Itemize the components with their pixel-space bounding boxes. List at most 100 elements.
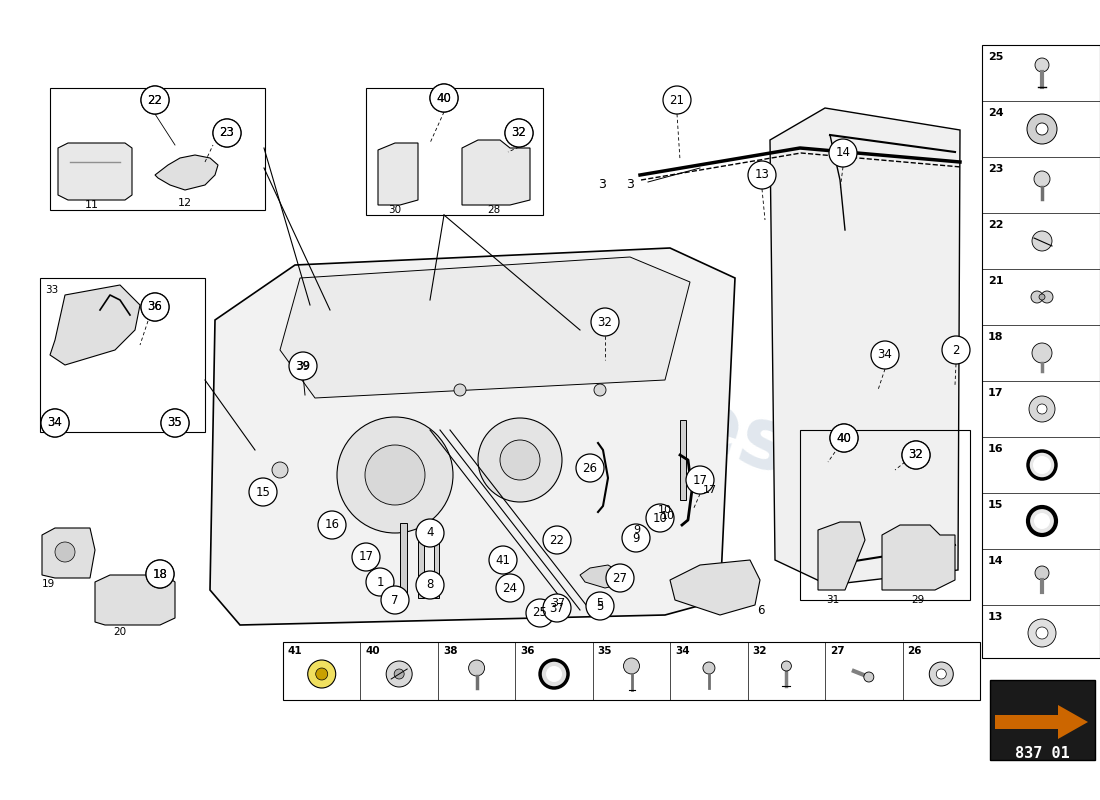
Text: 37: 37 (550, 602, 564, 614)
Circle shape (543, 594, 571, 622)
Text: 25: 25 (988, 52, 1003, 62)
Text: 36: 36 (147, 301, 163, 314)
Circle shape (161, 409, 189, 437)
Circle shape (606, 564, 634, 592)
Circle shape (146, 560, 174, 588)
Circle shape (594, 384, 606, 396)
Circle shape (1036, 627, 1048, 639)
Circle shape (546, 666, 562, 682)
Text: 1: 1 (376, 575, 384, 589)
Bar (50, 88, 265, 210)
Circle shape (1035, 566, 1049, 580)
Circle shape (352, 543, 379, 571)
Text: 32: 32 (597, 315, 613, 329)
Text: 3: 3 (626, 178, 634, 191)
Circle shape (829, 139, 857, 167)
Text: 14: 14 (988, 556, 1003, 566)
Circle shape (1032, 343, 1052, 363)
Text: 19: 19 (42, 579, 55, 589)
Circle shape (1028, 507, 1056, 535)
Text: 30: 30 (388, 205, 401, 215)
Text: 34: 34 (675, 646, 690, 656)
Polygon shape (670, 560, 760, 615)
Text: 17: 17 (359, 550, 374, 563)
Text: 32: 32 (909, 449, 923, 462)
Circle shape (213, 119, 241, 147)
Text: 7: 7 (392, 594, 398, 606)
Text: 4: 4 (427, 526, 433, 539)
Circle shape (1028, 451, 1056, 479)
Text: 25: 25 (532, 606, 548, 619)
Circle shape (141, 86, 169, 114)
Circle shape (161, 409, 189, 437)
Bar (400, 523, 407, 598)
Text: 3: 3 (598, 178, 606, 190)
Text: 5: 5 (596, 599, 604, 613)
Polygon shape (42, 528, 95, 578)
Circle shape (500, 440, 540, 480)
Circle shape (902, 441, 930, 469)
Text: 35: 35 (167, 417, 183, 430)
Circle shape (936, 669, 946, 679)
Text: 14: 14 (836, 146, 850, 159)
Text: 8: 8 (427, 578, 433, 591)
Circle shape (478, 418, 562, 502)
Circle shape (141, 293, 169, 321)
Text: 22: 22 (988, 220, 1003, 230)
Text: 16: 16 (324, 518, 340, 531)
Text: 2: 2 (953, 343, 959, 357)
Circle shape (55, 542, 75, 562)
Circle shape (505, 119, 534, 147)
Polygon shape (58, 143, 132, 200)
Text: 24: 24 (503, 582, 517, 594)
Text: 13: 13 (755, 169, 769, 182)
Circle shape (41, 409, 69, 437)
Bar (680, 420, 686, 500)
Text: 40: 40 (437, 91, 451, 105)
Circle shape (1027, 114, 1057, 144)
Text: 16: 16 (988, 444, 1003, 454)
Text: 9: 9 (634, 525, 640, 535)
Text: 17: 17 (703, 485, 717, 495)
Text: 24: 24 (988, 108, 1003, 118)
Text: 11: 11 (85, 200, 99, 210)
Text: 18: 18 (153, 567, 167, 581)
Circle shape (416, 571, 444, 599)
Text: 31: 31 (826, 595, 839, 605)
Circle shape (1036, 123, 1048, 135)
Text: 10: 10 (652, 511, 668, 525)
Text: 32: 32 (512, 126, 527, 139)
Circle shape (386, 661, 412, 687)
Circle shape (496, 574, 524, 602)
Text: 29: 29 (912, 595, 925, 605)
Text: 36: 36 (147, 301, 163, 314)
Circle shape (272, 462, 288, 478)
Text: 23: 23 (220, 126, 234, 139)
Text: 22: 22 (147, 94, 163, 106)
Text: 34: 34 (878, 349, 892, 362)
Text: 17: 17 (988, 388, 1003, 398)
Circle shape (490, 546, 517, 574)
Text: 35: 35 (597, 646, 613, 656)
Circle shape (1041, 291, 1053, 303)
Circle shape (316, 668, 328, 680)
Text: 23: 23 (220, 126, 234, 139)
Circle shape (213, 119, 241, 147)
Circle shape (1032, 231, 1052, 251)
Text: 32: 32 (752, 646, 767, 656)
Text: 6: 6 (757, 603, 764, 617)
Text: a passion for parts since 1985: a passion for parts since 1985 (287, 389, 634, 522)
Circle shape (469, 660, 485, 676)
Polygon shape (770, 108, 960, 585)
Bar (982, 45, 1100, 658)
Text: 23: 23 (988, 164, 1003, 174)
Text: 18: 18 (988, 332, 1003, 342)
Circle shape (1033, 456, 1050, 474)
Circle shape (1040, 294, 1045, 300)
Circle shape (394, 669, 404, 679)
Text: 27: 27 (830, 646, 845, 656)
Circle shape (1034, 513, 1050, 529)
Circle shape (289, 352, 317, 380)
Polygon shape (280, 257, 690, 398)
Text: 15: 15 (255, 486, 271, 498)
